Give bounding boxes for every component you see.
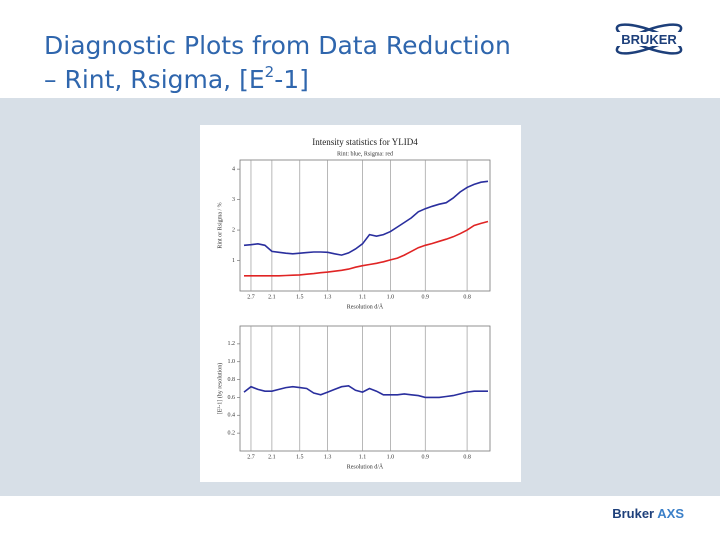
x-tick-label: 0.8 — [463, 294, 471, 300]
x-tick-label: 2.7 — [247, 454, 255, 460]
x-tick-label: 0.9 — [422, 454, 430, 460]
chart-title: Intensity statistics for YLID4 — [312, 137, 418, 147]
chart-panel — [200, 125, 521, 482]
x-tick-label: 1.3 — [324, 294, 332, 300]
x-tick-label: 1.5 — [296, 454, 304, 460]
y-tick-label: 0.6 — [228, 395, 236, 401]
series-line — [243, 180, 489, 256]
footer-brand: Bruker AXS — [612, 506, 684, 521]
slide-title: Diagnostic Plots from Data Reduction – R… — [44, 31, 519, 94]
x-tick-label: 1.0 — [387, 454, 395, 460]
footer-brand-name: Bruker — [612, 506, 654, 521]
logo-plate — [614, 32, 684, 46]
logo-orbit — [615, 23, 683, 55]
title-line: – Rint, Rsigma, [E — [44, 65, 265, 94]
x-tick-label: 1.3 — [324, 454, 332, 460]
logo-text: BRUKER — [621, 32, 677, 47]
y-axis-label: Rint or Rsigma / % — [217, 202, 223, 248]
footer-brand-unit: AXS — [657, 506, 684, 521]
y-tick-label: 1.0 — [228, 359, 236, 365]
y-tick-label: 0.2 — [228, 431, 236, 437]
title-line: Diagnostic Plots from Data Reduction — [44, 31, 511, 60]
x-tick-label: 0.8 — [463, 454, 471, 460]
logo-orbit — [615, 23, 683, 55]
title-line: -1] — [274, 65, 309, 94]
plot-frame — [239, 325, 491, 452]
y-axis-label: [E²-1] (by resolution) — [216, 363, 223, 414]
plot-frame — [239, 159, 491, 292]
x-tick-label: 1.5 — [296, 294, 304, 300]
logo: BRUKER — [614, 23, 684, 55]
y-tick-label: 0.8 — [228, 377, 236, 383]
y-tick-label: 1 — [232, 258, 235, 264]
x-axis-label: Resolution d/Å — [347, 462, 384, 470]
series-line — [243, 384, 488, 399]
x-tick-label: 1.1 — [359, 454, 367, 460]
x-tick-label: 2.1 — [268, 454, 276, 460]
x-tick-label: 1.1 — [359, 294, 367, 300]
title-superscript: 2 — [265, 63, 275, 81]
y-tick-label: 4 — [232, 167, 235, 173]
x-tick-label: 2.7 — [247, 294, 255, 300]
x-tick-label: 1.0 — [387, 294, 395, 300]
chart-subtitle: Rint: blue, Rsigma: red — [337, 151, 393, 157]
y-tick-label: 2 — [232, 227, 235, 233]
y-tick-label: 0.4 — [228, 413, 236, 419]
x-tick-label: 0.9 — [422, 294, 430, 300]
y-tick-label: 3 — [232, 197, 235, 203]
series-line — [244, 220, 489, 277]
x-axis-label: Resolution d/Å — [347, 302, 384, 310]
y-tick-label: 1.2 — [228, 341, 236, 347]
x-tick-label: 2.1 — [268, 294, 276, 300]
